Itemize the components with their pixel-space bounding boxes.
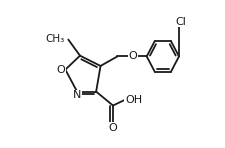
Text: O: O: [128, 51, 137, 61]
Text: O: O: [108, 123, 117, 132]
Text: O: O: [56, 65, 65, 75]
Text: Cl: Cl: [174, 17, 185, 26]
Text: OH: OH: [124, 95, 142, 105]
Text: CH₃: CH₃: [45, 34, 64, 44]
Text: N: N: [73, 90, 81, 100]
